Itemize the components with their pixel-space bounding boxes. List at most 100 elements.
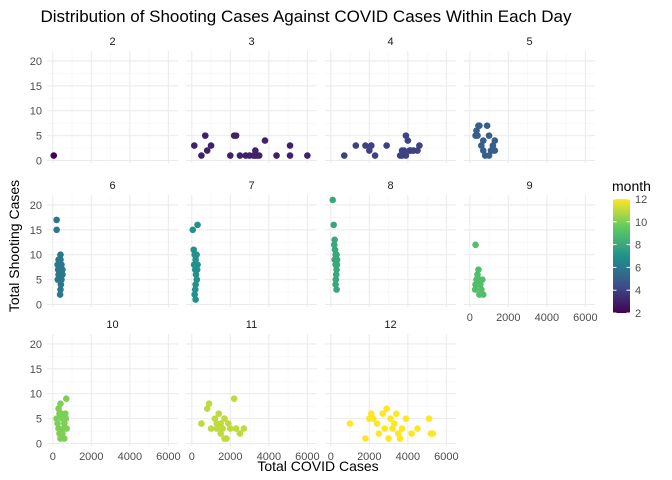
data-point xyxy=(331,236,338,244)
data-point xyxy=(50,152,58,159)
data-point xyxy=(261,137,269,144)
data-point xyxy=(193,266,201,273)
data-point xyxy=(476,122,483,129)
x-tick-label: 0 xyxy=(189,451,195,463)
data-point xyxy=(213,425,221,432)
data-point xyxy=(333,256,341,264)
data-point xyxy=(191,291,198,298)
data-point xyxy=(192,271,200,278)
x-tick-label: 4000 xyxy=(396,451,420,463)
data-point xyxy=(61,435,68,442)
x-tick-label: 0 xyxy=(50,451,56,463)
y-tick-label: 20 xyxy=(30,339,42,351)
data-point xyxy=(221,415,228,422)
y-tick-label: 0 xyxy=(36,156,42,168)
data-point xyxy=(414,147,421,154)
data-point xyxy=(408,430,415,437)
data-point xyxy=(55,266,62,273)
data-point xyxy=(352,142,360,149)
data-point xyxy=(57,281,65,288)
data-point xyxy=(62,415,70,422)
data-point xyxy=(55,425,62,432)
data-point xyxy=(240,425,248,432)
data-point xyxy=(340,152,348,159)
legend-tick-label: 4 xyxy=(635,285,641,297)
facet-strip-label: 4 xyxy=(387,36,393,48)
y-tick-label: 20 xyxy=(30,56,42,68)
data-point xyxy=(332,281,339,288)
data-point xyxy=(232,425,240,432)
panel-grid xyxy=(464,51,595,163)
legend-title: month xyxy=(612,178,651,194)
data-point xyxy=(472,241,479,249)
data-point xyxy=(425,415,433,422)
data-point xyxy=(252,147,259,154)
data-point xyxy=(219,425,226,432)
data-point xyxy=(385,435,392,442)
data-point xyxy=(414,425,421,432)
data-point xyxy=(333,251,340,259)
facet-panel-7: 7 xyxy=(186,180,317,307)
facet-panel-3: 3 xyxy=(186,36,317,163)
data-point xyxy=(478,142,485,149)
facet-panel-10: 10 0 5 10 15 20 0 2000 4000 6000 xyxy=(30,319,181,463)
data-point xyxy=(203,405,211,412)
data-point xyxy=(227,152,234,159)
data-point xyxy=(194,221,201,229)
facet-strip-label: 3 xyxy=(248,36,254,48)
legend-colorbar xyxy=(613,199,630,313)
data-point xyxy=(404,137,412,144)
facet-panel-5: 5 xyxy=(464,36,595,163)
data-point xyxy=(58,276,65,283)
data-point xyxy=(373,420,381,427)
data-point xyxy=(255,152,263,159)
data-point xyxy=(402,152,410,159)
x-tick-label: 6000 xyxy=(295,451,319,463)
data-point xyxy=(362,435,369,442)
data-point xyxy=(371,152,379,159)
x-tick-label: 2000 xyxy=(218,451,242,463)
y-tick-label: 0 xyxy=(36,439,42,451)
x-tick-label: 4000 xyxy=(535,312,559,324)
facet-panel-6: 6 0 5 10 15 20 xyxy=(30,180,178,312)
data-point xyxy=(223,435,230,442)
facet-panel-4: 4 xyxy=(325,36,456,163)
data-point xyxy=(57,400,64,407)
data-point xyxy=(217,430,224,437)
data-point xyxy=(211,415,219,422)
x-tick-label: 4000 xyxy=(118,451,142,463)
data-point xyxy=(225,420,232,427)
data-point xyxy=(192,256,199,264)
y-tick-label: 0 xyxy=(36,300,42,312)
data-point xyxy=(398,425,406,432)
data-point xyxy=(333,261,341,268)
data-point xyxy=(194,261,201,268)
y-tick-label: 10 xyxy=(30,250,42,262)
data-point xyxy=(381,425,389,432)
data-point xyxy=(207,425,215,432)
data-point xyxy=(190,246,198,254)
data-point xyxy=(479,291,487,298)
data-point xyxy=(54,420,61,427)
data-point xyxy=(366,147,373,154)
data-point xyxy=(56,291,64,298)
data-point xyxy=(236,430,244,437)
data-point xyxy=(193,276,201,283)
x-tick-label: 6000 xyxy=(434,451,458,463)
data-point xyxy=(429,430,437,437)
data-point xyxy=(402,415,410,422)
x-tick-label: 4000 xyxy=(257,451,281,463)
data-point xyxy=(53,216,60,224)
data-point xyxy=(201,132,209,139)
data-point xyxy=(475,266,482,273)
data-point xyxy=(198,152,205,159)
facet-strip-label: 5 xyxy=(526,36,532,48)
facet-strip-label: 9 xyxy=(526,180,532,192)
y-tick-label: 15 xyxy=(30,225,42,237)
x-tick-label: 6000 xyxy=(156,451,180,463)
data-point xyxy=(332,271,340,278)
data-point xyxy=(402,132,410,139)
facet-strip-label: 8 xyxy=(387,180,393,192)
data-point xyxy=(53,415,60,422)
